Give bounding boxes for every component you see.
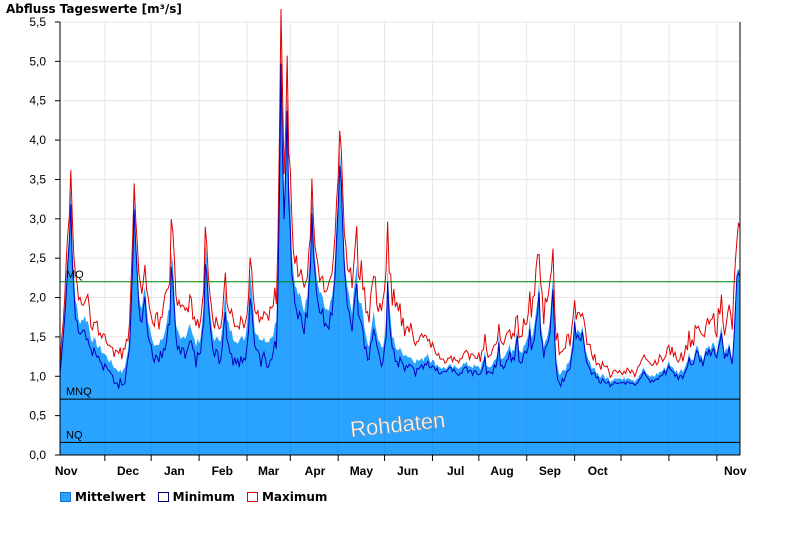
legend-swatch-min (157, 492, 169, 502)
x-tick-label: Dec (117, 464, 139, 478)
y-tick-label: 3,5 (29, 172, 46, 186)
x-tick-label: Jul (447, 464, 464, 478)
axis-layer: 0,0 0,5 1,0 1,5 2,0 2,5 3,0 3,5 4,0 4,5 5,0 5,5 Nov D… (29, 15, 747, 478)
x-tick-label: May (350, 464, 374, 478)
x-tick-label: Jan (164, 464, 185, 478)
x-tick-label: Nov (55, 464, 78, 478)
legend-item-min[interactable]: Minimum (157, 490, 235, 504)
legend-swatch-max (246, 492, 258, 502)
y-tick-label: 4,5 (29, 94, 46, 108)
max-line (59, 9, 741, 379)
legend-label-mean: Mittelwert (75, 490, 146, 504)
legend-label-max: Maximum (261, 490, 328, 504)
x-tick-label: Nov (724, 464, 747, 478)
min-line (59, 63, 741, 389)
x-tick-label: Apr (305, 464, 326, 478)
y-tick-label: 0,0 (29, 448, 46, 462)
y-tick-label: 2,0 (29, 291, 46, 305)
y-tick-label: 1,5 (29, 330, 46, 344)
chart-title: Abfluss Tageswerte [m³/s] (6, 2, 182, 16)
x-tick-label: Feb (212, 464, 233, 478)
legend: Mittelwert Minimum Maximum (60, 490, 327, 504)
ref-label-nq: NQ (66, 429, 83, 441)
y-tick-label: 1,0 (29, 369, 46, 383)
y-tick-label: 5,0 (29, 54, 46, 68)
reference-lines: MQ MNQ NQ (60, 269, 740, 443)
x-tick-label: Jun (397, 464, 418, 478)
y-tick-label: 5,5 (29, 15, 46, 29)
legend-item-max[interactable]: Maximum (246, 490, 328, 504)
data-layer (59, 9, 741, 455)
x-tick-label: Sep (539, 464, 561, 478)
x-tick-label: Aug (490, 464, 513, 478)
legend-swatch-mean (60, 492, 71, 502)
y-tick-label: 0,5 (29, 409, 46, 423)
legend-item-mean[interactable]: Mittelwert (60, 490, 146, 504)
y-tick-label: 4,0 (29, 133, 46, 147)
x-tick-label: Oct (588, 464, 608, 478)
ref-label-mnq: MNQ (66, 386, 92, 398)
y-tick-label: 3,0 (29, 212, 46, 226)
x-tick-label: Mar (258, 464, 280, 478)
ref-label-mq: MQ (66, 269, 84, 281)
y-tick-label: 2,5 (29, 251, 46, 265)
legend-label-min: Minimum (172, 490, 235, 504)
mean-area (60, 49, 740, 455)
